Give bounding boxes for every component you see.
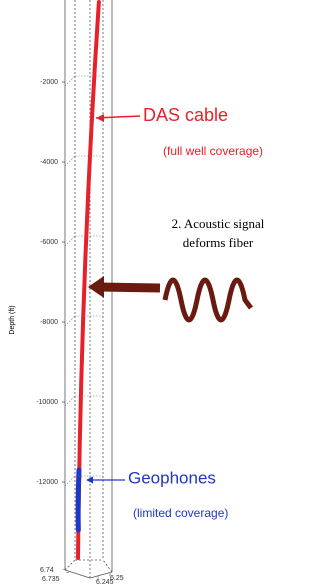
das-note: (full well coverage): [163, 144, 263, 158]
well-segment: [78, 470, 79, 530]
x-tick-label: 6.25: [110, 575, 124, 582]
grid-line: [65, 316, 75, 326]
grid-line: [65, 476, 75, 486]
x-tick-label: 6.735: [42, 576, 60, 583]
y-axis-label: Depth (ft): [9, 305, 16, 334]
x-tick-label: 6.74: [40, 567, 54, 574]
chart: Depth (ft) DAS cable (full well coverage…: [0, 0, 308, 586]
legend-das: DAS cable: [143, 105, 228, 125]
das-arrow: [96, 114, 140, 122]
wave: [165, 280, 251, 320]
geophone-arrow: [86, 477, 125, 484]
grid-line: [65, 396, 75, 406]
y-tick-label: -6000: [40, 239, 58, 246]
y-tick-label: -12000: [36, 479, 58, 486]
grid-line: [65, 236, 75, 246]
grid-line: [65, 76, 75, 86]
geophone-note: (limited coverage): [133, 506, 228, 520]
grid-line: [65, 156, 75, 166]
signal-arrow: [88, 276, 160, 298]
signal-note: 2. Acoustic signal: [172, 216, 265, 231]
y-tick-label: -8000: [40, 319, 58, 326]
y-tick-label: -4000: [40, 159, 58, 166]
signal-note: deforms fiber: [183, 235, 254, 250]
y-tick-label: -10000: [36, 399, 58, 406]
x-tick: [66, 572, 69, 573]
legend-geophones: Geophones: [128, 468, 216, 487]
y-tick-label: -2000: [40, 79, 58, 86]
